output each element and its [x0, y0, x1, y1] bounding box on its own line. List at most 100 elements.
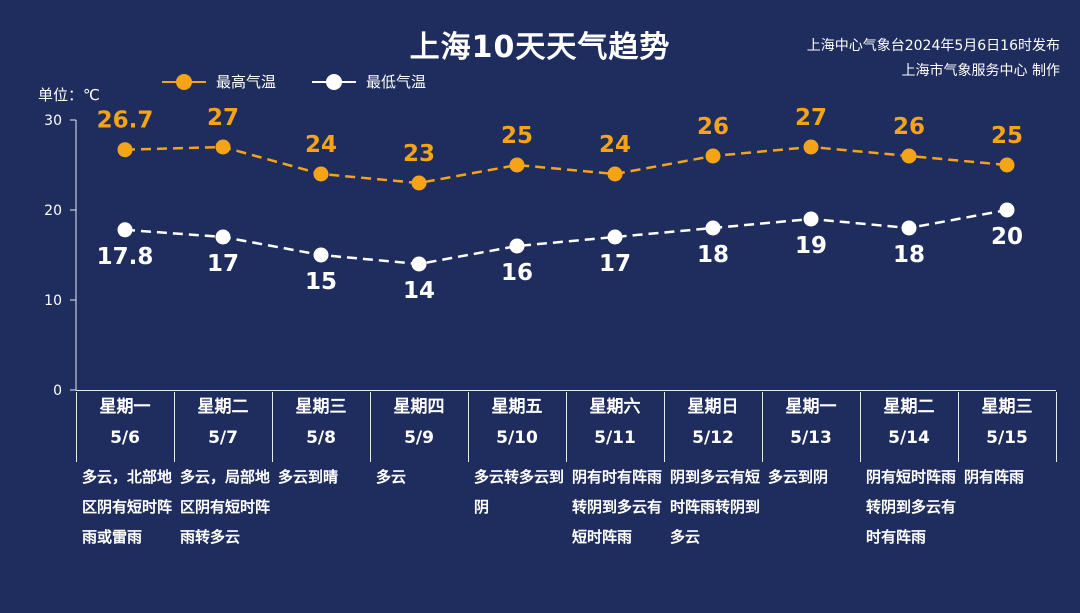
issuer-line-2: 上海市气象服务中心 制作: [901, 63, 1060, 79]
series-line-low: [124, 208, 1008, 266]
low-temp-point: [999, 202, 1015, 218]
legend-label-low: 最低气温: [366, 73, 427, 91]
low-temp-label: 17.8: [97, 244, 154, 270]
day-header: 星期二 5/14: [860, 392, 958, 462]
issuer-info: 上海中心气象台2024年5月6日16时发布 上海市气象服务中心 制作: [807, 34, 1060, 84]
weather-description: 阴有阵雨: [964, 468, 1025, 486]
date-label: 5/8: [306, 428, 336, 448]
low-temp-point: [215, 229, 231, 245]
low-temp-point: [901, 220, 917, 236]
high-temp-label: 27: [795, 105, 827, 131]
date-label: 5/7: [208, 428, 238, 448]
day-header: 星期一 5/13: [762, 392, 860, 462]
high-temp-label: 24: [305, 132, 337, 158]
day-header: 星期一 5/6: [76, 392, 174, 462]
weekday-label: 星期五: [491, 397, 543, 417]
high-temp-point: [803, 139, 819, 155]
weather-description: 阴有短时阵雨转阴到多云有时有阵雨: [866, 468, 957, 546]
legend-label-high: 最高气温: [216, 73, 277, 91]
table-column-divider: [76, 392, 77, 462]
table-column-divider: [370, 392, 371, 462]
high-temp-point: [313, 166, 329, 182]
weekday-label: 星期一: [785, 397, 837, 417]
date-label: 5/10: [496, 428, 538, 448]
table-column-divider: [860, 392, 861, 462]
low-temp-label: 17: [599, 251, 631, 277]
high-temp-point: [607, 166, 623, 182]
low-temp-label: 20: [991, 224, 1023, 250]
low-temp-point: [117, 222, 133, 238]
y-axis-unit-label: 单位：℃: [38, 86, 100, 104]
weekday-label: 星期二: [883, 397, 935, 417]
day-header: 星期日 5/12: [664, 392, 762, 462]
date-label: 5/11: [594, 428, 636, 448]
date-label: 5/15: [986, 428, 1028, 448]
weather-description: 多云，局部地区阴有短时阵雨转多云: [180, 468, 271, 546]
day-header: 星期二 5/7: [174, 392, 272, 462]
low-temp-point: [313, 247, 329, 263]
low-temp-point: [509, 238, 525, 254]
table-column-divider: [1056, 392, 1057, 462]
high-temp-point: [117, 142, 133, 158]
table-column-divider: [468, 392, 469, 462]
high-temp-point: [509, 157, 525, 173]
low-temp-label: 16: [501, 260, 533, 286]
weekday-label: 星期四: [393, 397, 445, 417]
weekday-label: 星期三: [981, 397, 1033, 417]
low-temp-label: 17: [207, 251, 239, 277]
table-column-divider: [958, 392, 959, 462]
legend-swatch-high: [162, 74, 206, 90]
high-temp-point: [705, 148, 721, 164]
table-column-divider: [566, 392, 567, 462]
weekday-label: 星期六: [589, 397, 641, 417]
low-temp-label: 18: [893, 242, 925, 268]
high-temp-label: 26: [893, 114, 925, 140]
series-line-high: [124, 145, 1008, 185]
high-temp-label: 25: [991, 123, 1023, 149]
y-tick-label: 30: [44, 113, 62, 129]
weather-description: 多云: [376, 468, 407, 486]
weekday-label: 星期二: [197, 397, 249, 417]
low-temp-label: 19: [795, 233, 827, 259]
low-temp-point: [803, 211, 819, 227]
table-column-divider: [664, 392, 665, 462]
table-column-divider: [762, 392, 763, 462]
weather-description: 多云，北部地区阴有短时阵雨或雷雨: [82, 468, 173, 546]
legend-swatch-low: [312, 74, 356, 90]
weather-description: 阴到多云有短时阵雨转阴到多云: [670, 468, 761, 546]
table-column-divider: [272, 392, 273, 462]
low-temp-label: 18: [697, 242, 729, 268]
date-label: 5/9: [404, 428, 434, 448]
low-temp-label: 15: [305, 269, 337, 295]
y-tick-label: 0: [53, 383, 62, 399]
weather-description: 多云到阴: [768, 468, 829, 486]
weekday-label: 星期一: [99, 397, 151, 417]
date-label: 5/6: [110, 428, 140, 448]
low-temp-point: [411, 256, 427, 272]
low-temp-label: 14: [403, 278, 435, 304]
high-temp-label: 23: [403, 141, 435, 167]
day-header: 星期四 5/9: [370, 392, 468, 462]
high-temp-label: 26.7: [97, 108, 154, 134]
day-header: 星期五 5/10: [468, 392, 566, 462]
chart-title: 上海10天天气趋势: [409, 30, 671, 65]
high-temp-point: [411, 175, 427, 191]
high-temp-point: [999, 157, 1015, 173]
weather-description: 阴有时有阵雨转阴到多云有短时阵雨: [572, 468, 663, 546]
weather-description: 多云到晴: [278, 468, 339, 486]
high-temp-label: 24: [599, 132, 631, 158]
high-temp-point: [901, 148, 917, 164]
date-label: 5/14: [888, 428, 930, 448]
table-column-divider: [174, 392, 175, 462]
issuer-line-1: 上海中心气象台2024年5月6日16时发布: [806, 38, 1060, 54]
high-temp-label: 27: [207, 105, 239, 131]
low-temp-point: [705, 220, 721, 236]
high-temp-label: 26: [697, 114, 729, 140]
high-temp-label: 25: [501, 123, 533, 149]
weekday-label: 星期日: [687, 397, 739, 417]
y-tick-label: 10: [44, 293, 62, 309]
high-temp-point: [215, 139, 231, 155]
day-header: 星期三 5/8: [272, 392, 370, 462]
day-header: 星期六 5/11: [566, 392, 664, 462]
